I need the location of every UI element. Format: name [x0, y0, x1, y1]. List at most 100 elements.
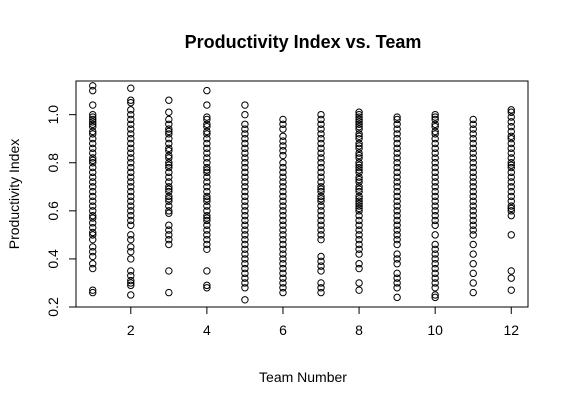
data-point [165, 221, 173, 229]
data-point [317, 144, 325, 153]
data-point [279, 255, 287, 263]
data-point [241, 202, 249, 210]
data-point [431, 269, 439, 278]
data-point [89, 211, 97, 220]
data-point [431, 149, 439, 157]
data-point [127, 130, 135, 138]
data-point [355, 195, 363, 203]
data-point [127, 96, 135, 104]
data-point [507, 211, 515, 220]
data-point [317, 120, 325, 128]
data-point [127, 276, 135, 285]
data-point [507, 135, 515, 143]
data-point [165, 231, 173, 239]
data-point [355, 197, 363, 205]
data-point [279, 151, 287, 160]
data-point [203, 115, 211, 124]
data-point [241, 274, 249, 282]
data-point [127, 106, 135, 114]
data-point [317, 135, 325, 143]
data-point [89, 223, 97, 232]
data-point [89, 110, 97, 119]
data-point [431, 192, 439, 201]
data-point [165, 240, 173, 249]
data-point [469, 115, 477, 124]
data-point [89, 286, 97, 294]
data-point [279, 207, 287, 215]
data-point [431, 221, 439, 229]
data-point [507, 207, 515, 215]
data-point [431, 113, 439, 121]
data-point [203, 187, 211, 196]
data-point [393, 221, 401, 229]
data-point [507, 231, 515, 239]
data-point [89, 197, 97, 205]
data-point [203, 101, 211, 109]
data-point [127, 139, 135, 148]
data-point [317, 130, 325, 138]
x-tick-label: 2 [127, 322, 135, 338]
data-point [469, 240, 477, 249]
data-point [241, 183, 249, 191]
data-point [203, 281, 211, 290]
data-point [355, 144, 363, 153]
data-point [241, 178, 249, 186]
chart-title: Productivity Index vs. Team [185, 32, 422, 52]
data-point [241, 211, 249, 220]
data-point [279, 274, 287, 282]
data-point [89, 144, 97, 153]
data-point [355, 211, 363, 220]
data-point [203, 166, 211, 174]
data-point [469, 192, 477, 201]
data-point [203, 135, 211, 143]
data-point [317, 257, 325, 266]
data-point [127, 211, 135, 220]
x-tick-label: 6 [279, 322, 287, 338]
x-axis: 2 4 6 8 10 12 [127, 306, 519, 338]
data-point [317, 267, 325, 275]
data-point [355, 192, 363, 201]
data-point [89, 219, 97, 227]
data-point [355, 207, 363, 215]
data-point [507, 267, 515, 275]
data-point [279, 192, 287, 201]
data-point [431, 293, 439, 302]
data-point [279, 159, 287, 167]
data-point [279, 197, 287, 205]
data-point [165, 163, 173, 172]
data-point [431, 264, 439, 273]
data-point [355, 286, 363, 294]
data-point [431, 245, 439, 253]
data-point [317, 235, 325, 244]
data-point [241, 245, 249, 253]
data-point [89, 252, 97, 261]
data-point [89, 86, 97, 95]
data-point [89, 115, 97, 124]
data-point [393, 211, 401, 220]
data-point [393, 255, 401, 263]
data-point [393, 231, 401, 239]
data-point [203, 183, 211, 191]
data-point [317, 187, 325, 196]
data-point [469, 154, 477, 162]
data-point [355, 187, 363, 196]
data-point [355, 221, 363, 229]
data-point [241, 125, 249, 133]
data-point [89, 192, 97, 201]
data-point [203, 207, 211, 215]
data-point [355, 115, 363, 124]
data-point [127, 144, 135, 153]
data-point [317, 288, 325, 297]
data-point [317, 139, 325, 148]
data-point [469, 159, 477, 167]
data-point [127, 98, 135, 107]
data-point [241, 139, 249, 148]
data-point [165, 187, 173, 196]
data-point [393, 159, 401, 167]
data-point [507, 159, 515, 167]
data-point [393, 130, 401, 138]
data-point [279, 216, 287, 225]
data-point [165, 135, 173, 143]
data-point [355, 151, 363, 160]
data-point [165, 159, 173, 167]
